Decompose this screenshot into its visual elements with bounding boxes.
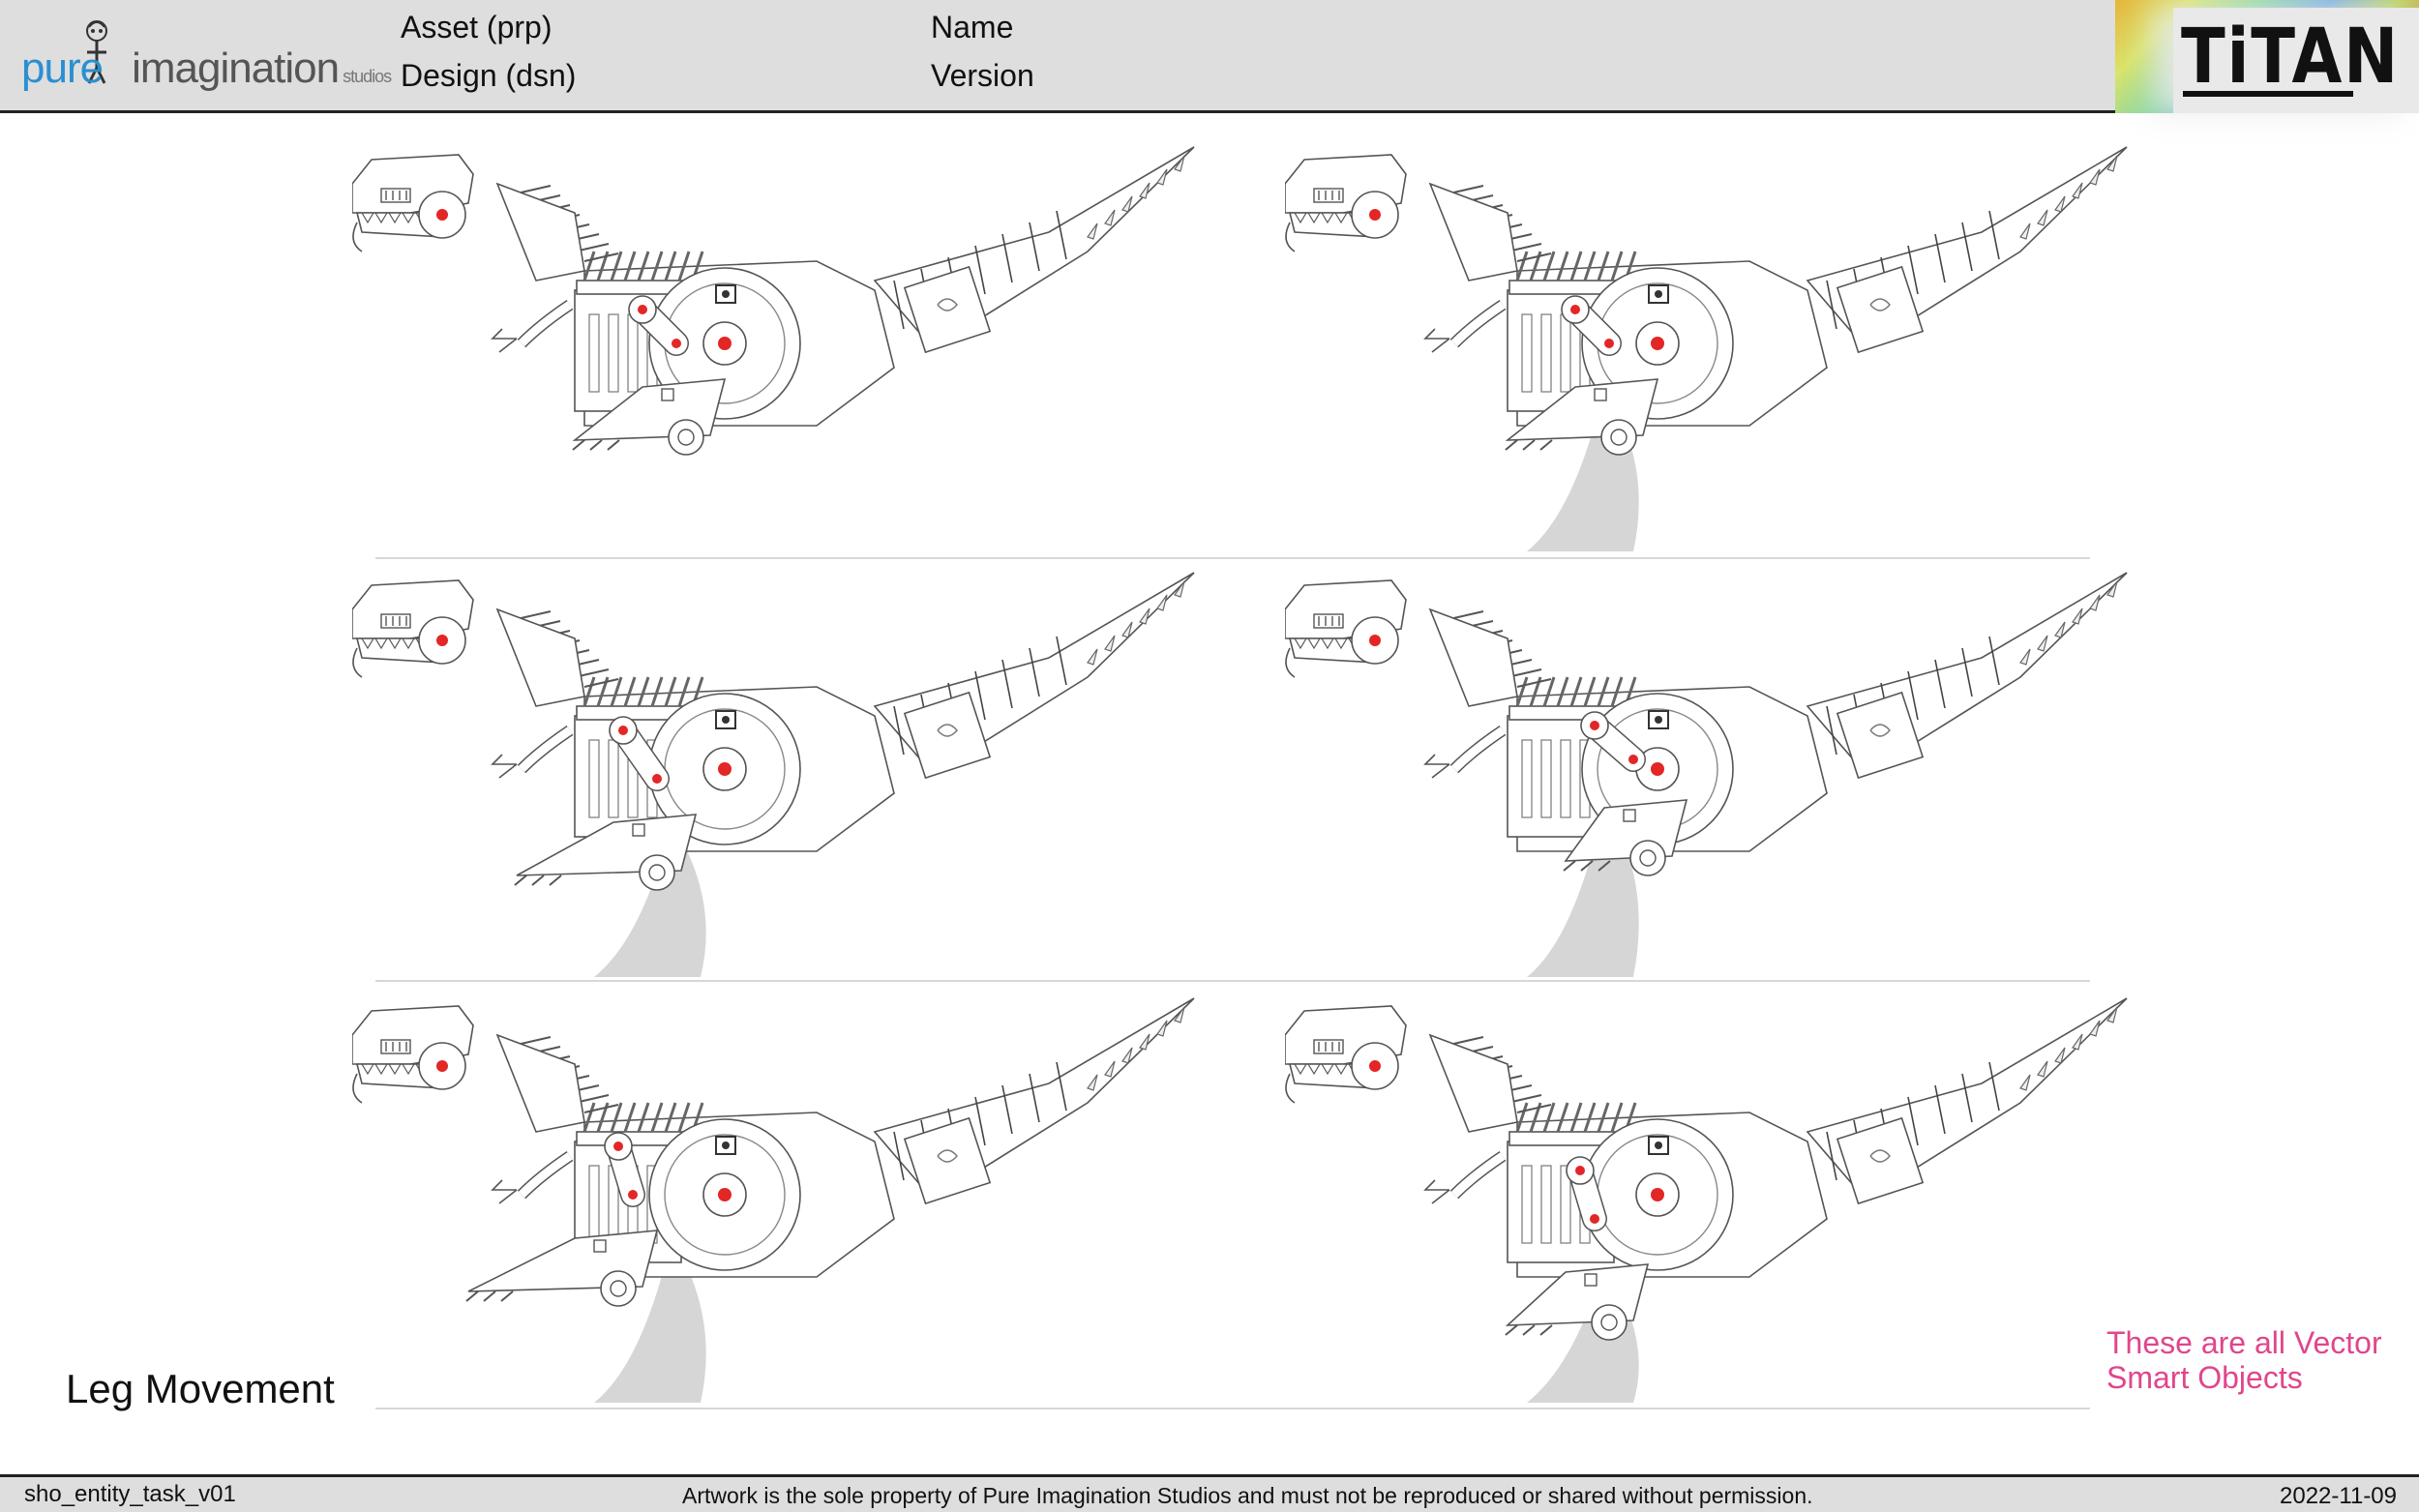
titan-logo: TiTAN <box>2115 0 2419 113</box>
robot-dino-illustration-5 <box>351 997 1195 1403</box>
header-bar: pure imagination studios Asset (prp) Desig… <box>0 0 2419 113</box>
titan-logo-text: TiTAN <box>2181 14 2400 101</box>
name-field: Name <box>931 10 1014 44</box>
pose-panel-6 <box>1284 996 2214 1412</box>
logo-word-pure: pure <box>21 44 104 92</box>
vector-note-line-1: These are all Vector <box>2106 1325 2382 1360</box>
mascot-icon <box>86 20 107 84</box>
logo-word-studios: studios <box>343 67 392 86</box>
logo-wordmark: pure imagination studios <box>21 44 392 93</box>
ground-line-row-2 <box>375 980 2090 982</box>
section-title: Leg Movement <box>66 1366 335 1411</box>
robot-dino-illustration-1 <box>351 146 1195 456</box>
pose-panel-4 <box>1284 571 2214 987</box>
pose-panel-1 <box>351 145 1281 561</box>
vector-note-line-2: Smart Objects <box>2106 1360 2303 1395</box>
pose-panel-3 <box>351 571 1281 987</box>
asset-field: Asset (prp) <box>401 10 552 44</box>
ground-line-row-3 <box>375 1408 2090 1409</box>
design-field: Design (dsn) <box>401 58 577 93</box>
pose-panel-2 <box>1284 145 2214 561</box>
footer-bar: sho_entity_task_v01 Artwork is the sole … <box>0 1474 2419 1512</box>
logo-word-imagination: imagination <box>132 44 340 92</box>
robot-dino-illustration-3 <box>351 572 1195 977</box>
version-field: Version <box>931 58 1034 93</box>
copyright-notice: Artwork is the sole property of Pure Ima… <box>682 1483 1813 1508</box>
vector-note: These are all Vector Smart Objects <box>2106 1325 2382 1395</box>
robot-dino-illustration-6 <box>1284 997 2128 1403</box>
studio-logo: pure imagination studios <box>21 17 392 95</box>
pose-panel-5 <box>351 996 1281 1412</box>
date-stamp: 2022-11-09 <box>2280 1483 2397 1509</box>
robot-dino-illustration-4 <box>1284 572 2128 977</box>
task-name: sho_entity_task_v01 <box>24 1481 236 1507</box>
ground-line-row-1 <box>375 557 2090 559</box>
robot-dino-illustration-2 <box>1284 146 2128 551</box>
